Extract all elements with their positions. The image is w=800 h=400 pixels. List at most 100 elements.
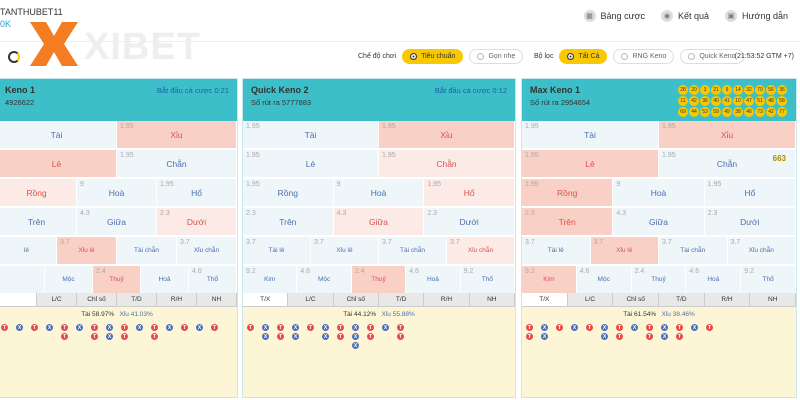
- bet-option[interactable]: 1.95 Chẵn: [379, 150, 515, 178]
- bet-option[interactable]: 1.95 Xỉu: [659, 121, 796, 149]
- bet-option[interactable]: 3.7 Xỉu lẻ: [590, 237, 659, 265]
- bet-option[interactable]: 4.6 Hoả: [406, 266, 461, 294]
- bead: T: [646, 324, 653, 331]
- bet-option[interactable]: 4.6 Hoả: [686, 266, 742, 294]
- stats-tab[interactable]: NH: [750, 293, 796, 306]
- bet-option[interactable]: 3.7 Xỉu chẵn: [727, 237, 796, 265]
- bet-option[interactable]: 1.95 Hổ: [157, 179, 237, 207]
- filter-rng-keno[interactable]: RNG Keno: [613, 49, 675, 64]
- bead: T: [247, 324, 254, 331]
- bet-option[interactable]: 2.3 Dưới: [157, 208, 237, 236]
- bet-option[interactable]: Mộc: [45, 266, 93, 294]
- stats-tab[interactable]: L/C: [288, 293, 334, 306]
- bet-label: Tài: [584, 129, 596, 140]
- bet-option[interactable]: 1.95 Xỉu: [117, 121, 237, 149]
- bet-option[interactable]: Rồng: [0, 179, 77, 207]
- bet-option[interactable]: 1.95 Hổ: [704, 179, 796, 207]
- bet-option[interactable]: 3.7 Xỉu chẵn: [447, 237, 515, 265]
- nav-results[interactable]: ◉ Kết quả: [661, 10, 709, 22]
- refresh-icon[interactable]: [8, 51, 20, 63]
- stats-tab[interactable]: L/C: [37, 293, 77, 306]
- filter-quick-keno[interactable]: Quick Keno: [680, 49, 744, 64]
- bet-option[interactable]: 9 Hoà: [333, 179, 425, 207]
- odds: 1.95: [120, 123, 134, 130]
- bet-option[interactable]: 2.3 Dưới: [424, 208, 515, 236]
- bet-option[interactable]: 3.7 Tài lẻ: [243, 237, 311, 265]
- bet-option[interactable]: 4.3 Giữa: [333, 208, 425, 236]
- bet-option[interactable]: 9.2 Kim: [522, 266, 577, 294]
- nav-bet-table[interactable]: ▦ Bảng cược: [583, 10, 645, 22]
- bet-option[interactable]: 9 Hoà: [77, 179, 157, 207]
- stats-tab[interactable]: T/X: [522, 293, 568, 306]
- bead: T: [91, 324, 98, 331]
- stats-tab[interactable]: Chỉ số: [613, 293, 660, 306]
- bet-option[interactable]: 2.3 Trên: [522, 208, 614, 236]
- stats-tab[interactable]: T/D: [379, 293, 425, 306]
- bet-option[interactable]: 2.4 Thuỷ: [351, 266, 407, 294]
- bet-option[interactable]: 4.6 Thổ: [189, 266, 237, 294]
- bet-option[interactable]: 3.7 Tài chẵn: [659, 237, 728, 265]
- bet-option[interactable]: 1.95 Hổ: [424, 179, 515, 207]
- ball: 42: [689, 96, 699, 106]
- bet-label: Xỉu: [170, 129, 183, 140]
- stats-tab[interactable]: NH: [470, 293, 515, 306]
- stats-tab[interactable]: T/D: [117, 293, 157, 306]
- odds: 2.3: [160, 210, 170, 217]
- bet-option[interactable]: 9 Hoà: [613, 179, 705, 207]
- filter-all[interactable]: Tất Cả: [559, 49, 608, 64]
- mode-compact[interactable]: Gọn nhẹ: [469, 49, 524, 64]
- stats-tab[interactable]: R/H: [157, 293, 197, 306]
- bead: T: [91, 333, 98, 340]
- bet-option[interactable]: 2.4 Thuỷ: [93, 266, 141, 294]
- bet-option[interactable]: 1.95 Tài: [522, 121, 659, 149]
- bet-option[interactable]: [0, 266, 45, 294]
- bet-option[interactable]: 9.2 Kim: [243, 266, 298, 294]
- bet-option[interactable]: lẻ: [0, 237, 57, 265]
- draw-number: Số rút ra 5777883: [251, 98, 312, 107]
- bet-option[interactable]: 1.95 Xỉu: [379, 121, 515, 149]
- bet-option[interactable]: 4.3 Giữa: [613, 208, 705, 236]
- bet-option[interactable]: 3.7 Xỉu chẵn: [177, 237, 237, 265]
- bet-option[interactable]: Tài: [0, 121, 117, 149]
- bet-option[interactable]: 3.7 Tài chẵn: [379, 237, 447, 265]
- bet-option[interactable]: Trên: [0, 208, 77, 236]
- stats-tab[interactable]: [0, 293, 37, 306]
- bet-option[interactable]: 1.95 Chẵn: [117, 150, 237, 178]
- bet-option[interactable]: 1.95 Chẵn: [659, 150, 796, 178]
- mode-standard[interactable]: Tiêu chuẩn: [402, 49, 464, 64]
- stats-tab[interactable]: R/H: [424, 293, 470, 306]
- stats-tab[interactable]: L/C: [568, 293, 614, 306]
- radio-icon: [688, 53, 696, 60]
- tai-xiu-percent: Tài 58.97% Xỉu 41.03%: [81, 311, 153, 318]
- bet-label: Xỉu chẵn: [467, 247, 494, 254]
- bet-option[interactable]: 3.7 Tài lẻ: [522, 237, 591, 265]
- bet-option[interactable]: 4.3 Giữa: [77, 208, 157, 236]
- bet-option[interactable]: Hoả: [141, 266, 189, 294]
- odds: 3.7: [314, 239, 324, 246]
- stats-tab[interactable]: R/H: [705, 293, 751, 306]
- nav-guide[interactable]: ▣ Hướng dẫn: [725, 10, 788, 22]
- bet-option[interactable]: 3.7 Xỉu lẻ: [311, 237, 379, 265]
- bet-option[interactable]: 1.95 Rồng: [522, 179, 614, 207]
- bet-option[interactable]: 9.2 Thổ: [460, 266, 515, 294]
- bet-option[interactable]: 2.3 Dưới: [704, 208, 796, 236]
- bet-option[interactable]: 1.95 Lẻ: [243, 150, 379, 178]
- bet-option[interactable]: 2.3 Trên: [243, 208, 334, 236]
- stats-tab[interactable]: Chỉ số: [77, 293, 117, 306]
- bet-option[interactable]: Lẻ: [0, 150, 117, 178]
- stats-tab[interactable]: T/X: [243, 293, 289, 306]
- bet-option[interactable]: 1.95 Tài: [243, 121, 379, 149]
- bet-option[interactable]: 2.4 Thuỷ: [631, 266, 687, 294]
- stats-tab[interactable]: T/D: [659, 293, 705, 306]
- bet-option[interactable]: 4.6 Mộc: [297, 266, 352, 294]
- bet-option[interactable]: 3.7 Xỉu lẻ: [57, 237, 117, 265]
- bead: T: [676, 324, 683, 331]
- bet-option[interactable]: 1.95 Rồng: [243, 179, 334, 207]
- bet-option[interactable]: 4.6 Mộc: [576, 266, 632, 294]
- odds: 4.3: [616, 210, 627, 217]
- stats-tab[interactable]: Chỉ số: [334, 293, 379, 306]
- bet-option[interactable]: 9.2 Thổ: [741, 266, 796, 294]
- bet-option[interactable]: Tài chẵn: [117, 237, 177, 265]
- bet-option[interactable]: 1.95 Lẻ: [522, 150, 659, 178]
- stats-tab[interactable]: NH: [197, 293, 237, 306]
